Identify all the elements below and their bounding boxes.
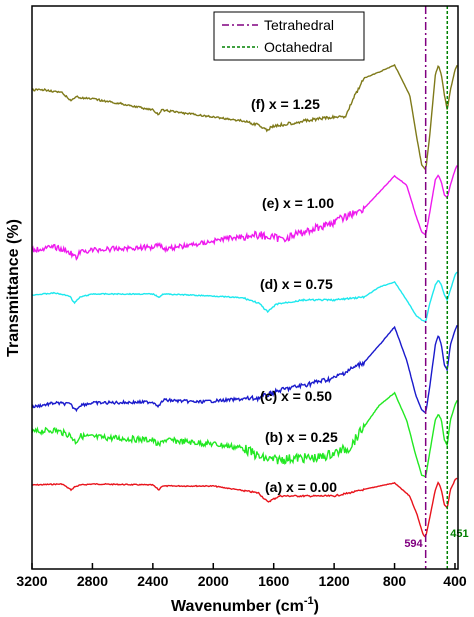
x-tick-label-2000: 2000 bbox=[198, 573, 229, 589]
series-line-4 bbox=[31, 165, 458, 261]
reference-label-594: 594 bbox=[404, 538, 423, 550]
series-line-5 bbox=[31, 63, 458, 171]
series-label-4: (e) x = 1.00 bbox=[262, 195, 334, 211]
legend-box bbox=[213, 11, 365, 61]
series-labels: (a) x = 0.00 (b) x = 0.25 (c) x = 0.50 (d) … bbox=[251, 96, 338, 495]
series-label-1: (b) x = 0.25 bbox=[265, 429, 338, 445]
series-label-0: (a) x = 0.00 bbox=[265, 479, 337, 495]
x-axis-ticks: 3200 2800 2400 2000 1600 1200 800 400 bbox=[16, 563, 467, 589]
series-label-3: (d) x = 0.75 bbox=[260, 276, 333, 292]
series-line-0 bbox=[32, 477, 458, 538]
x-axis-label-main: Wavenumber (cm bbox=[171, 598, 304, 615]
x-axis-label-end: ) bbox=[314, 598, 319, 615]
x-tick-label-1200: 1200 bbox=[319, 573, 350, 589]
y-axis-label: Transmittance (%) bbox=[5, 219, 22, 357]
legend-octahedral-label: Octahedral bbox=[264, 39, 332, 55]
reference-lines: 594 451 bbox=[404, 6, 469, 569]
x-tick-label-2400: 2400 bbox=[137, 573, 168, 589]
x-tick-label-2800: 2800 bbox=[77, 573, 108, 589]
x-axis-label-sup: -1 bbox=[304, 595, 314, 607]
legend: Tetrahedral Octahedral bbox=[213, 11, 365, 61]
plot-frame bbox=[31, 5, 459, 570]
series-label-5: (f) x = 1.25 bbox=[251, 96, 320, 112]
x-tick-label-400: 400 bbox=[443, 573, 467, 589]
series-label-2: (c) x = 0.50 bbox=[260, 388, 332, 404]
series-line-2 bbox=[31, 325, 458, 415]
x-axis-label: Wavenumber (cm-1) bbox=[171, 595, 319, 615]
series-line-1 bbox=[31, 391, 458, 478]
x-tick-label-3200: 3200 bbox=[16, 573, 47, 589]
series-group bbox=[31, 63, 458, 538]
x-tick-label-800: 800 bbox=[383, 573, 407, 589]
legend-tetrahedral-label: Tetrahedral bbox=[264, 17, 334, 33]
reference-label-451: 451 bbox=[450, 528, 468, 540]
series-line-3 bbox=[31, 271, 458, 324]
x-tick-label-1600: 1600 bbox=[258, 573, 289, 589]
